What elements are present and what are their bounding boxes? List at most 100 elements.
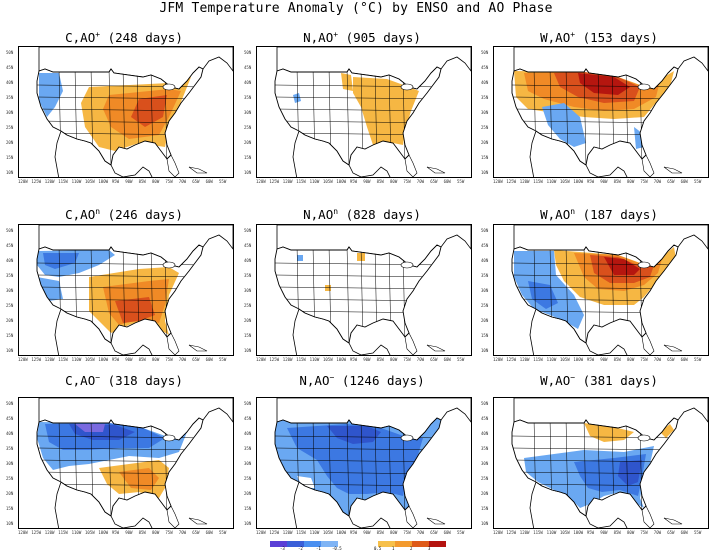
state-line — [164, 67, 168, 165]
longitude-label: 100W — [573, 357, 584, 362]
longitude-label: 115W — [296, 357, 306, 362]
longitude-label: 65W — [192, 530, 200, 535]
latitude-label: 10N — [6, 348, 14, 353]
longitude-label: 75W — [640, 357, 648, 362]
latitude-label: 50N — [244, 228, 252, 233]
longitude-label: 105W — [560, 357, 570, 362]
longitude-label: 120W — [282, 179, 293, 184]
latitude-label: 20N — [6, 491, 14, 496]
latitude-label: 50N — [6, 228, 14, 233]
cuba-outline — [663, 344, 683, 352]
state-line — [639, 67, 643, 165]
anomaly-region — [75, 424, 105, 432]
latitude-label: 10N — [244, 521, 252, 526]
latitude-labels: 50N 45N 40N 35N 30N 25N 20N 15N 10N — [6, 397, 20, 529]
ao-phase: + — [570, 30, 576, 39]
longitude-label: 115W — [58, 357, 68, 362]
state-line — [346, 67, 350, 165]
colorbar-label: 3 — [428, 546, 431, 551]
longitude-label: 115W — [58, 179, 68, 184]
latitude-label: 15N — [481, 506, 489, 511]
day-count: (153 days) — [575, 30, 658, 45]
latitude-label: 35N — [481, 95, 489, 100]
latitude-label: 30N — [481, 110, 489, 115]
latitude-label: 15N — [244, 155, 252, 160]
anomaly-shading — [297, 253, 365, 291]
longitude-label: 75W — [403, 530, 411, 535]
ao-phase: − — [329, 373, 335, 382]
latitude-label: 50N — [6, 401, 14, 406]
longitude-label: 80W — [152, 530, 160, 535]
longitude-label: 65W — [430, 357, 438, 362]
longitude-label: 110W — [71, 357, 82, 362]
longitude-label: 105W — [85, 357, 95, 362]
latitude-labels: 50N 45N 40N 35N 30N 25N 20N 15N 10N — [481, 397, 495, 529]
longitude-labels: 120W 125W 120W 115W 110W 105W 100W 95W 90W 85W 80W… — [256, 179, 472, 187]
panel-title: C,AOn (246 days) — [8, 207, 240, 222]
anomaly-region — [660, 424, 674, 438]
latitude-label: 50N — [481, 50, 489, 55]
longitude-label: 120W — [493, 357, 503, 362]
longitude-labels: 120W 125W 120W 115W 110W 105W 100W 95W 90W 85W 80W… — [256, 530, 472, 538]
panel-title: W,AOn (187 days) — [483, 207, 712, 222]
latitude-label: 35N — [6, 446, 14, 451]
longitude-label: 90W — [600, 357, 608, 362]
latitude-label: 35N — [244, 273, 252, 278]
map-canvas — [511, 225, 708, 355]
longitude-labels: 120W 125W 120W 115W 110W 105W 100W 95W 90W 85W 80W… — [18, 357, 234, 365]
longitude-label: 65W — [192, 179, 200, 184]
anomaly-region — [618, 460, 642, 486]
latitude-label: 15N — [481, 333, 489, 338]
great-lakes — [637, 261, 651, 269]
panel-title: W,AO+ (153 days) — [483, 30, 712, 45]
longitude-label: 110W — [546, 530, 557, 535]
ao-phase: + — [95, 30, 101, 39]
ao-phase: − — [95, 373, 101, 382]
latitude-label: 15N — [481, 155, 489, 160]
enso-phase: C,AO — [65, 30, 96, 45]
anomaly-map — [256, 224, 472, 356]
latitude-label: 35N — [244, 95, 252, 100]
longitude-label: 70W — [416, 357, 425, 362]
longitude-labels: 120W 125W 120W 115W 110W 105W 100W 95W 90W 85W 80W… — [493, 357, 709, 365]
latitude-label: 10N — [481, 348, 489, 353]
longitude-label: 120W — [519, 357, 530, 362]
day-count: (1246 days) — [334, 373, 425, 388]
latitude-label: 40N — [244, 431, 252, 436]
day-count: (248 days) — [100, 30, 183, 45]
longitude-label: 70W — [653, 530, 662, 535]
longitude-label: 80W — [627, 530, 635, 535]
longitude-label: 120W — [18, 179, 28, 184]
state-line — [164, 418, 168, 516]
longitude-label: 60W — [205, 530, 213, 535]
longitude-label: 65W — [430, 179, 438, 184]
anomaly-shading — [39, 73, 191, 151]
longitude-label: 100W — [336, 357, 347, 362]
longitude-label: 100W — [98, 179, 109, 184]
longitude-label: 120W — [282, 530, 293, 535]
state-line — [108, 245, 112, 343]
anomaly-map — [18, 397, 234, 529]
latitude-label: 20N — [244, 491, 252, 496]
latitude-label: 35N — [481, 273, 489, 278]
main-title: JFM Temperature Anomaly (°C) by ENSO and… — [159, 1, 553, 16]
enso-phase: W,AO — [540, 373, 571, 388]
anomaly-region — [341, 73, 353, 91]
state-line — [37, 447, 203, 451]
enso-phase: C,AO — [65, 373, 96, 388]
longitude-label: 105W — [323, 357, 333, 362]
anomaly-region — [131, 95, 167, 127]
latitude-label: 25N — [6, 476, 14, 481]
map-canvas — [511, 398, 708, 528]
us-outline — [511, 244, 679, 344]
longitude-label: 75W — [640, 179, 648, 184]
longitude-labels: 120W 125W 120W 115W 110W 105W 100W 95W 90W 85W 80W… — [256, 357, 472, 365]
cuba-outline — [426, 166, 446, 174]
state-line — [583, 418, 587, 516]
longitude-label: 100W — [336, 530, 347, 535]
state-line — [402, 67, 406, 165]
latitude-labels: 50N 45N 40N 35N 30N 25N 20N 15N 10N — [244, 46, 258, 178]
longitude-label: 125W — [506, 179, 517, 184]
latitude-label: 15N — [6, 506, 14, 511]
latitude-label: 35N — [6, 273, 14, 278]
